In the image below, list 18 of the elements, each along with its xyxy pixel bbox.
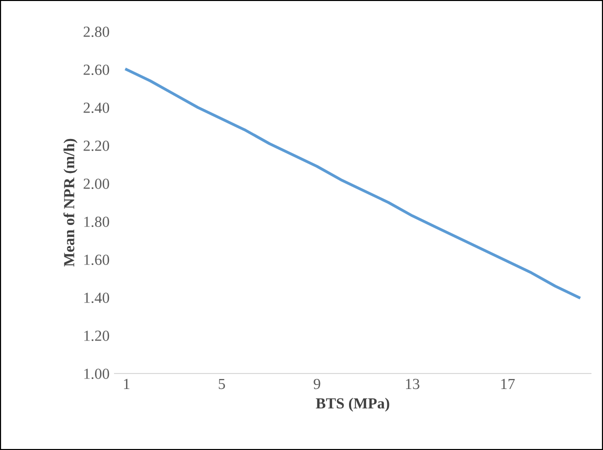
y-tick-label: 1.20 (84, 330, 110, 342)
x-tick-label: 13 (406, 378, 420, 390)
x-tick-label: 17 (501, 378, 515, 389)
x-axis-title: BTS (MPa) (316, 398, 390, 412)
y-tick-label: 1.00 (84, 368, 110, 380)
x-tick-label: 5 (218, 378, 225, 390)
y-tick-label: 2.20 (84, 140, 110, 152)
y-tick-label: 1.40 (84, 292, 110, 304)
y-tick-label: 2.80 (84, 26, 110, 38)
x-tick-label: 9 (314, 378, 320, 390)
y-axis-title: Mean of NPR (m/h) (63, 138, 78, 267)
line-series (125, 68, 580, 299)
y-tick-label: 2.00 (84, 178, 110, 190)
y-tick-label: 2.40 (84, 102, 110, 114)
y-tick-label: 1.60 (84, 254, 110, 266)
x-tick-label: 1 (124, 378, 130, 389)
y-tick-label: 1.80 (84, 216, 110, 228)
y-tick-label: 2.60 (84, 64, 110, 76)
